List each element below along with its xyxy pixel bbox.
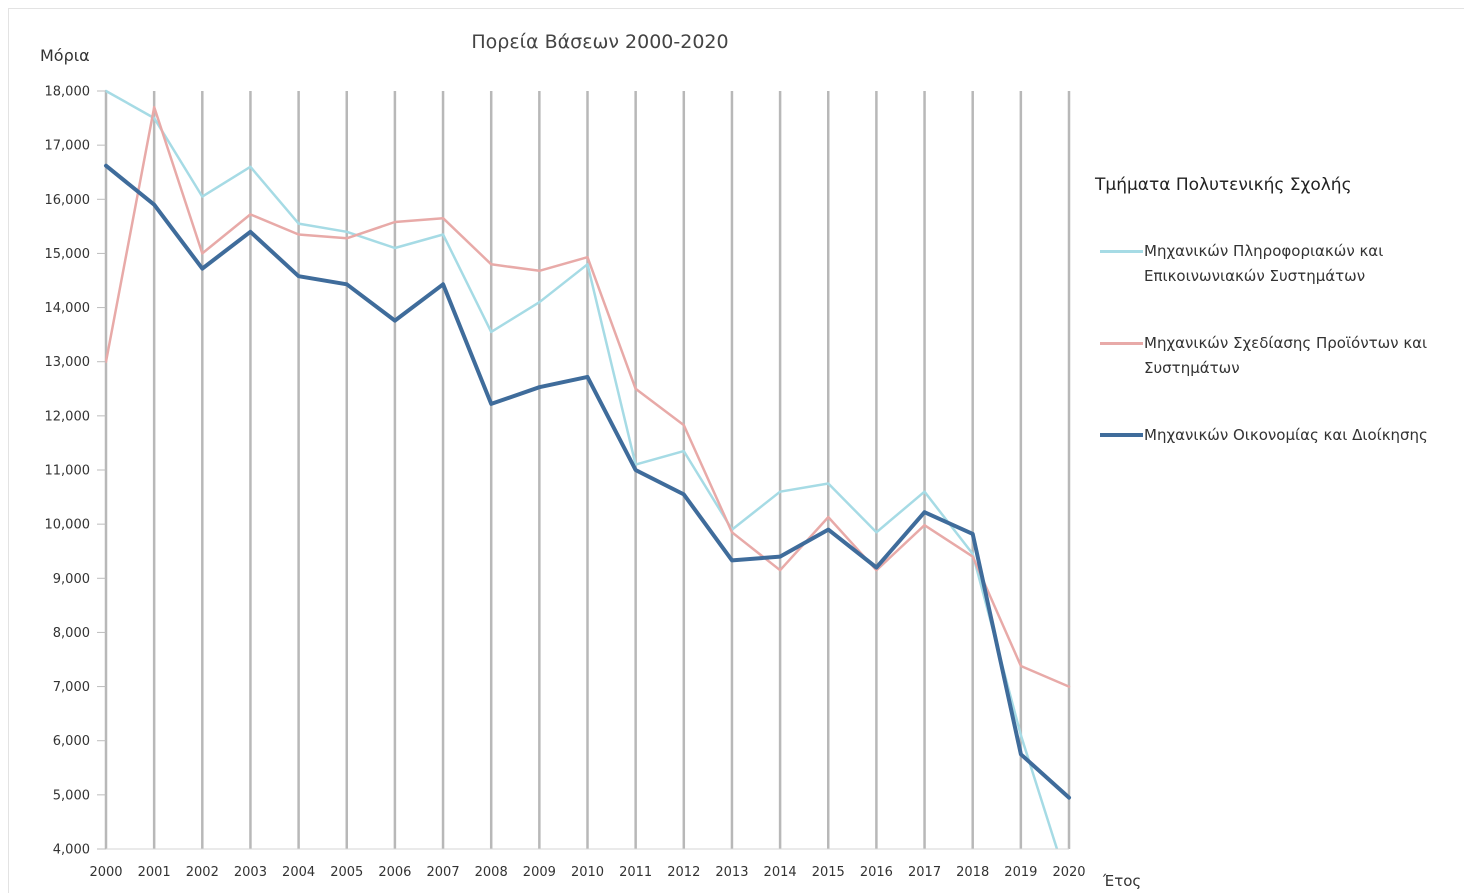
y-tick-label: 11,000 (45, 464, 91, 479)
x-tick-label: 2006 (378, 865, 411, 880)
x-tick-label: 2014 (764, 865, 797, 880)
y-tick-label: 14,000 (45, 301, 91, 316)
y-tick-label: 13,000 (45, 355, 91, 370)
x-tick-label: 2018 (956, 865, 989, 880)
x-tick-label: 2003 (234, 865, 267, 880)
y-tick-label: 12,000 (45, 409, 91, 424)
y-tick-label: 18,000 (45, 85, 91, 100)
x-axis: 2000 2001 2002 2003 2004 2005 2006 2007 2008 2009… (89, 848, 1086, 880)
x-tick-label: 2010 (571, 865, 604, 880)
legend-item: Μηχανικών Οικονομίας και Διοίκησης (1100, 423, 1462, 473)
x-tick-label: 2002 (186, 865, 219, 880)
y-tick-label: 9,000 (53, 572, 90, 587)
legend-swatch (1100, 342, 1143, 345)
series (104, 163, 1071, 800)
x-tick-label: 2008 (475, 865, 508, 880)
y-tick-label: 17,000 (45, 139, 91, 154)
y-axis: 4,000 5,000 6,000 7,000 8,000 9,000 10,000 11,0… (45, 85, 106, 858)
x-tick-label: 2017 (908, 865, 941, 880)
series-line (104, 105, 1071, 688)
y-tick-label: 5,000 (53, 788, 90, 803)
y-tick-label: 8,000 (53, 626, 90, 641)
x-tick-label: 2020 (1052, 865, 1085, 880)
legend-swatch (1100, 433, 1143, 437)
x-tick-label: 2012 (667, 865, 700, 880)
x-tick-label: 2000 (89, 865, 122, 880)
legend-item: Μηχανικών Πληροφοριακών και Επικοινωνιακ… (1100, 239, 1462, 289)
x-tick-label: 2011 (619, 865, 652, 880)
x-axis-title: Έτος (1102, 872, 1141, 890)
legend-label: Μηχανικών Σχεδίασης Προϊόντων και Συστημ… (1144, 334, 1428, 377)
y-tick-label: 7,000 (53, 680, 90, 695)
legend-label: Μηχανικών Οικονομίας και Διοίκησης (1144, 426, 1428, 444)
y-tick-label: 6,000 (53, 734, 90, 749)
legend-swatch (1100, 250, 1143, 253)
x-tick-label: 2016 (860, 865, 893, 880)
gridlines (104, 91, 1071, 849)
series (104, 105, 1071, 688)
chart-frame (8, 8, 1464, 893)
series-line (104, 89, 1059, 849)
y-axis-title: Μόρια (40, 46, 90, 65)
legend-item: Μηχανικών Σχεδίασης Προϊόντων και Συστημ… (1100, 331, 1462, 381)
x-tick-label: 2001 (138, 865, 171, 880)
plot-series (104, 89, 1071, 849)
x-tick-label: 2019 (1004, 865, 1037, 880)
chart-title: Πορεία Βάσεων 2000-2020 (471, 31, 728, 53)
series-line (104, 163, 1071, 800)
y-tick-label: 10,000 (45, 518, 91, 533)
y-tick-label: 15,000 (45, 247, 91, 262)
legend-label: Μηχανικών Πληροφοριακών και Επικοινωνιακ… (1144, 242, 1384, 285)
y-tick-label: 16,000 (45, 193, 91, 208)
x-tick-label: 2013 (715, 865, 748, 880)
x-tick-label: 2004 (282, 865, 315, 880)
x-tick-label: 2005 (330, 865, 363, 880)
y-tick-label: 4,000 (53, 843, 90, 858)
series (104, 89, 1059, 849)
x-tick-label: 2009 (523, 865, 556, 880)
x-tick-label: 2015 (812, 865, 845, 880)
legend-title: Τμήματα Πολυτενικής Σχολής (1094, 175, 1352, 195)
x-tick-label: 2007 (427, 865, 460, 880)
